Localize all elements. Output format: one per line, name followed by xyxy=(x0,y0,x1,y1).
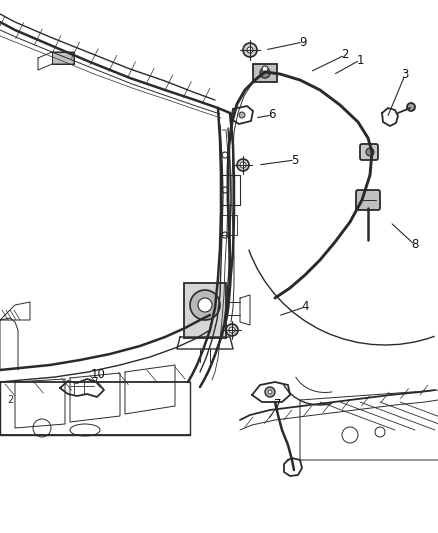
Text: 10: 10 xyxy=(91,368,106,382)
Text: 9: 9 xyxy=(299,36,307,49)
Bar xyxy=(220,175,240,205)
Bar xyxy=(222,215,237,235)
Circle shape xyxy=(198,298,212,312)
Circle shape xyxy=(366,148,374,156)
Text: 2: 2 xyxy=(7,395,13,405)
Circle shape xyxy=(226,324,238,336)
Text: 1: 1 xyxy=(356,53,364,67)
Text: 2: 2 xyxy=(341,49,349,61)
Circle shape xyxy=(268,390,272,394)
Circle shape xyxy=(229,327,235,333)
Circle shape xyxy=(239,112,245,118)
Bar xyxy=(253,64,277,82)
Text: 7: 7 xyxy=(274,399,282,411)
Circle shape xyxy=(265,387,275,397)
Bar xyxy=(184,283,226,338)
FancyBboxPatch shape xyxy=(356,190,380,210)
Text: 6: 6 xyxy=(268,109,276,122)
Bar xyxy=(52,52,74,64)
Circle shape xyxy=(262,66,268,72)
Circle shape xyxy=(247,47,253,53)
Circle shape xyxy=(260,68,270,78)
Text: 5: 5 xyxy=(291,154,299,166)
FancyBboxPatch shape xyxy=(360,144,378,160)
Text: 3: 3 xyxy=(401,69,409,82)
Circle shape xyxy=(243,43,257,57)
Circle shape xyxy=(190,290,220,320)
Circle shape xyxy=(407,103,415,111)
Circle shape xyxy=(237,159,249,171)
Text: 8: 8 xyxy=(411,238,419,252)
Circle shape xyxy=(240,162,246,168)
Text: 4: 4 xyxy=(301,301,309,313)
